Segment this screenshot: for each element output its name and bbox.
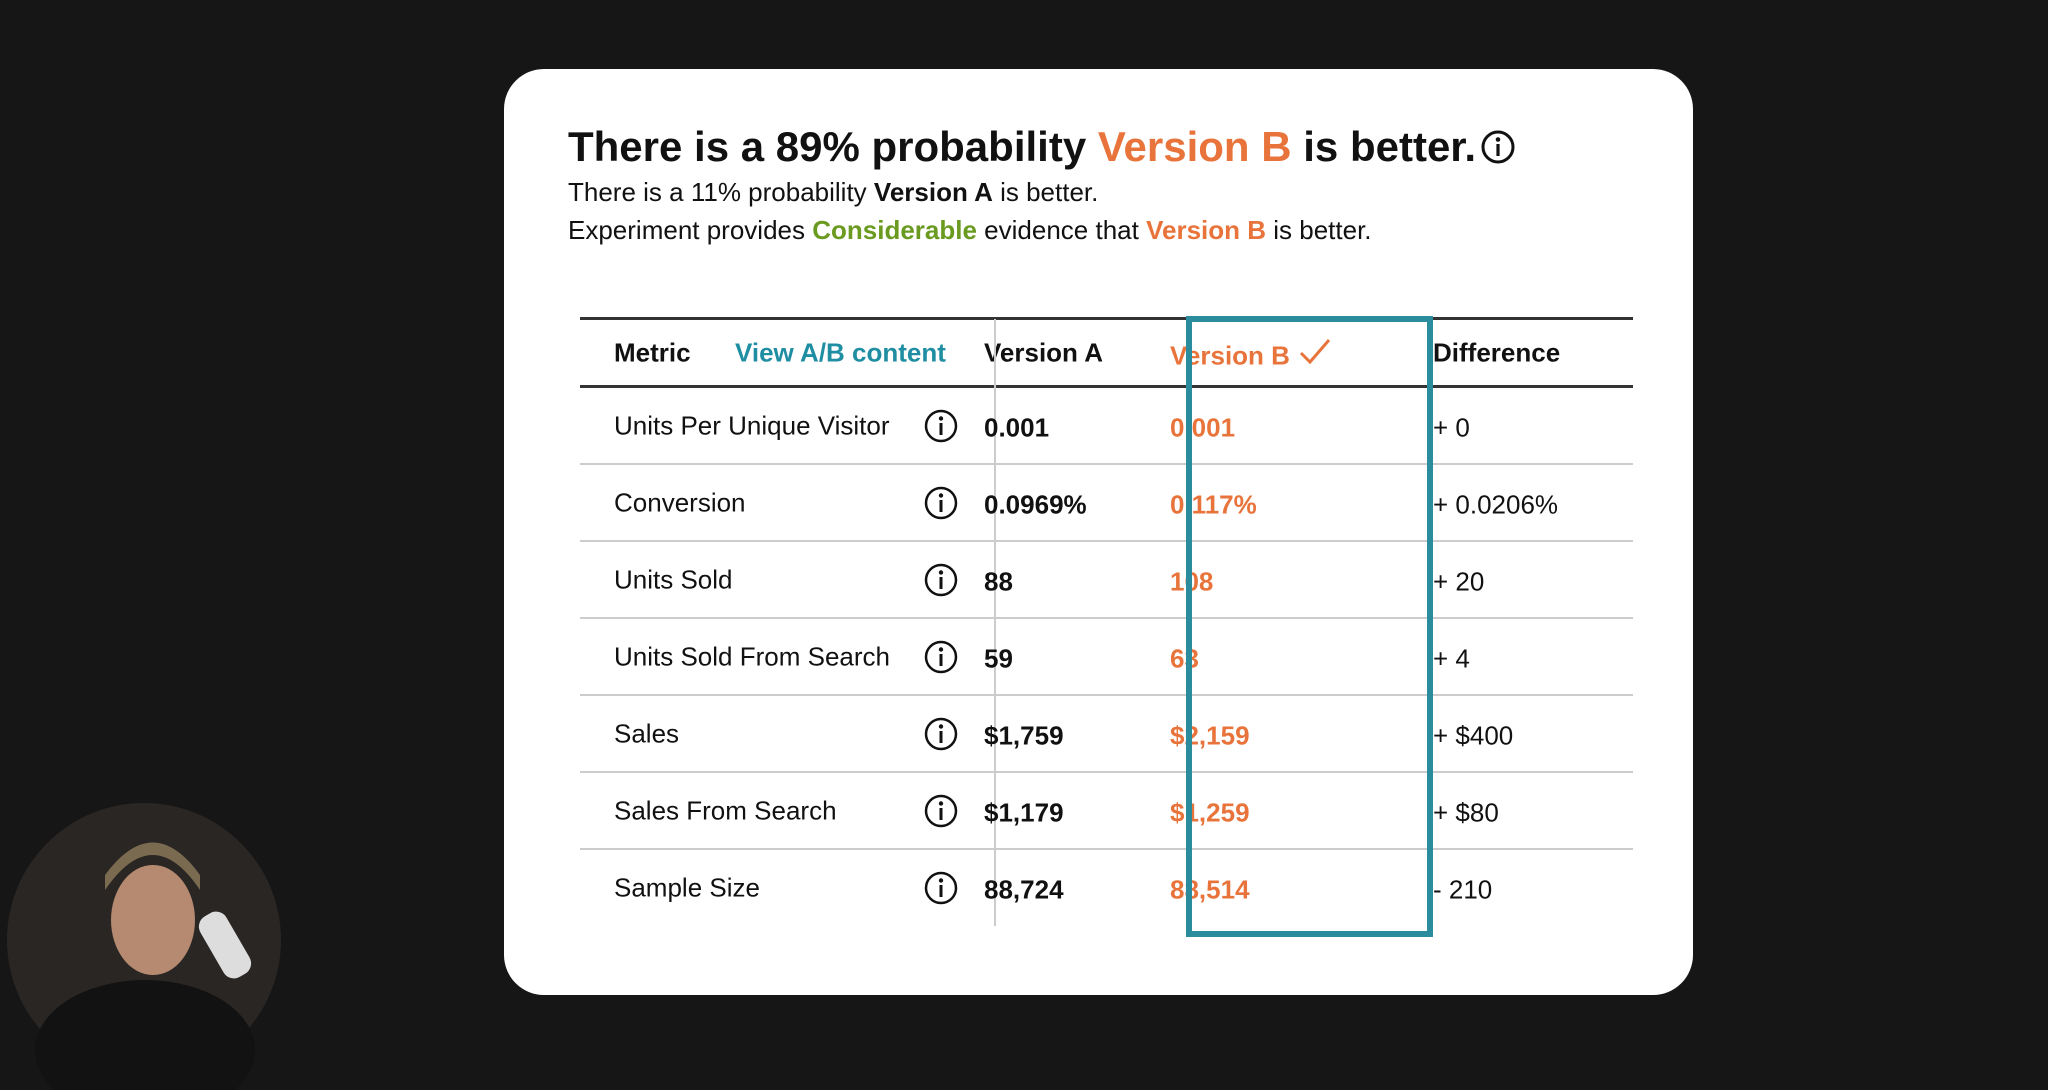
subline-text: is better. [992, 177, 1099, 207]
results-card: There is a 89% probability Version B is … [504, 69, 1693, 995]
version-a-value: 0.0969% [984, 489, 1087, 519]
version-b-value: 0.117% [1170, 489, 1257, 519]
version-b-value: 0.001 [1170, 412, 1236, 442]
headline-text: is better. [1291, 123, 1476, 170]
row-divider [580, 617, 1633, 619]
row-divider [580, 463, 1633, 465]
info-icon[interactable] [923, 485, 959, 521]
webcam [7, 803, 281, 1090]
metric-name: Units Sold From Search [614, 641, 890, 671]
header-cell: Version B [1170, 340, 1290, 371]
metric-name: Units Per Unique Visitor [614, 410, 890, 440]
version-a-value: $1,759 [984, 720, 1064, 750]
difference-value: + 4 [1433, 643, 1470, 673]
header-cell: Metric [614, 337, 691, 368]
subline: Experiment provides Considerable evidenc… [568, 215, 1372, 246]
view-content-link[interactable]: View A/B content [735, 337, 946, 368]
winner-highlight [1186, 316, 1433, 937]
screen: There is a 89% probability Version B is … [7, 69, 1693, 1077]
headline: There is a 89% probability Version B is … [568, 123, 1516, 171]
subline: There is a 11% probability Version A is … [568, 177, 1098, 208]
subline-version: Version A [873, 177, 993, 207]
header-cell: Version A [984, 337, 1103, 368]
metric-name: Sample Size [614, 872, 760, 902]
info-icon[interactable] [923, 408, 959, 444]
version-a-value: 59 [984, 643, 1013, 673]
version-b-value: $1,259 [1170, 797, 1250, 827]
row-divider [580, 771, 1633, 773]
difference-value: + $400 [1433, 720, 1514, 750]
metric-name: Conversion [614, 487, 746, 517]
evidence-level: Considerable [812, 215, 977, 245]
difference-value: + 20 [1433, 566, 1485, 596]
header-cell: Difference [1433, 337, 1561, 368]
difference-value: + 0.0206% [1433, 489, 1559, 519]
version-b-value: 63 [1170, 643, 1199, 673]
difference-value: + 0 [1433, 412, 1470, 442]
version-a-value: 88,724 [984, 874, 1064, 904]
info-icon[interactable] [923, 793, 959, 829]
header-bottom-rule [580, 385, 1633, 388]
metric-name: Sales From Search [614, 795, 837, 825]
version-a-value: $1,179 [984, 797, 1064, 827]
version-b-value: 88,514 [1170, 874, 1250, 904]
subline-version: Version B [1146, 215, 1267, 245]
difference-value: + $80 [1433, 797, 1499, 827]
header-top-rule [580, 317, 1633, 320]
row-divider [580, 540, 1633, 542]
info-icon[interactable] [923, 562, 959, 598]
headline-text: There is a 89% probability [568, 123, 1098, 170]
metric-name: Sales [614, 718, 680, 748]
column-divider [994, 319, 996, 926]
version-b-value: $2,159 [1170, 720, 1250, 750]
info-icon[interactable] [923, 870, 959, 906]
subline-text: is better. [1266, 215, 1372, 245]
subline-text: Experiment provides [568, 215, 813, 245]
checkmark [1298, 337, 1332, 365]
row-divider [580, 694, 1633, 696]
metric-name: Units Sold [614, 564, 733, 594]
info-icon[interactable] [1480, 129, 1516, 165]
version-a-value: 0.001 [984, 412, 1050, 442]
info-icon[interactable] [923, 716, 959, 752]
subline-text: There is a 11% probability [568, 177, 874, 207]
subline-text: evidence that [976, 215, 1147, 245]
difference-value: - 210 [1433, 874, 1493, 904]
headline-version: Version B [1097, 123, 1292, 170]
version-a-value: 88 [984, 566, 1013, 596]
row-divider [580, 848, 1633, 850]
info-icon[interactable] [923, 639, 959, 675]
